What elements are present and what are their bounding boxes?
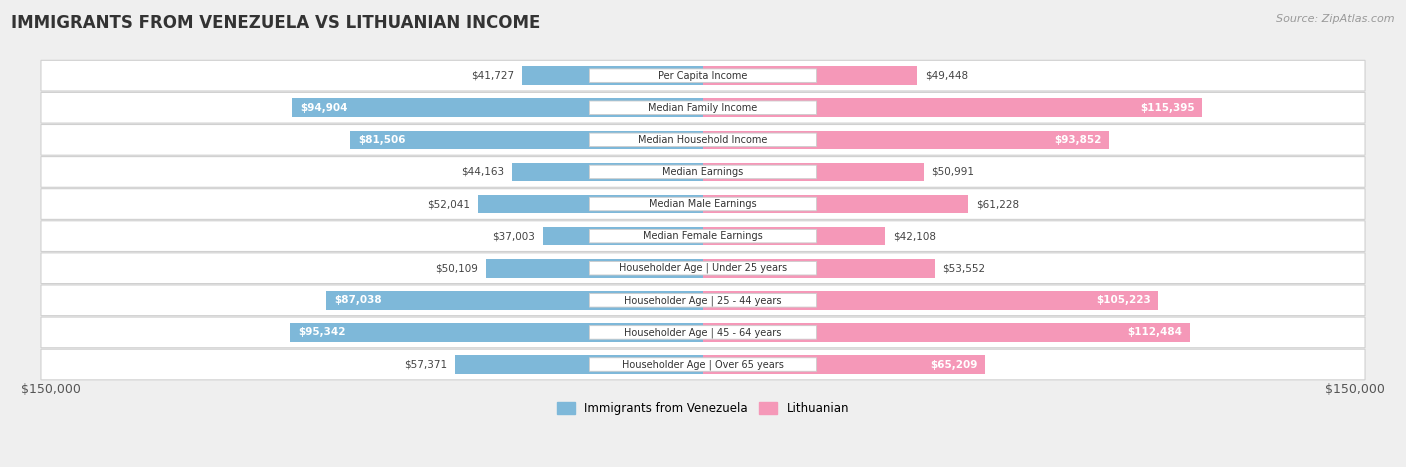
FancyBboxPatch shape [41, 285, 1365, 316]
FancyBboxPatch shape [589, 165, 817, 179]
FancyBboxPatch shape [41, 349, 1365, 380]
Text: Householder Age | 25 - 44 years: Householder Age | 25 - 44 years [624, 295, 782, 305]
FancyBboxPatch shape [41, 253, 1365, 283]
Bar [326, 291, 703, 310]
Text: $112,484: $112,484 [1128, 327, 1182, 338]
Bar [523, 66, 703, 85]
Text: Source: ZipAtlas.com: Source: ZipAtlas.com [1277, 14, 1395, 24]
Text: $49,448: $49,448 [925, 71, 967, 81]
Text: $44,163: $44,163 [461, 167, 505, 177]
Bar [291, 323, 703, 342]
Text: $87,038: $87,038 [335, 295, 382, 305]
Text: $81,506: $81,506 [359, 135, 405, 145]
Text: $50,109: $50,109 [436, 263, 478, 273]
FancyBboxPatch shape [41, 317, 1365, 348]
Text: $50,991: $50,991 [931, 167, 974, 177]
Text: Median Earnings: Median Earnings [662, 167, 744, 177]
Text: Per Capita Income: Per Capita Income [658, 71, 748, 81]
Text: $65,209: $65,209 [929, 360, 977, 369]
FancyBboxPatch shape [41, 60, 1365, 91]
Text: $41,727: $41,727 [471, 71, 515, 81]
Text: $115,395: $115,395 [1140, 103, 1195, 113]
Bar [478, 195, 703, 213]
Text: $42,108: $42,108 [893, 231, 936, 241]
FancyBboxPatch shape [589, 262, 817, 275]
Text: $93,852: $93,852 [1054, 135, 1101, 145]
Bar [454, 355, 703, 374]
Text: $61,228: $61,228 [976, 199, 1019, 209]
Bar [543, 227, 703, 246]
FancyBboxPatch shape [41, 92, 1365, 123]
Bar [703, 227, 886, 246]
Bar [486, 259, 703, 277]
FancyBboxPatch shape [589, 197, 817, 211]
Text: $95,342: $95,342 [298, 327, 346, 338]
FancyBboxPatch shape [41, 221, 1365, 251]
Text: Householder Age | Under 25 years: Householder Age | Under 25 years [619, 263, 787, 274]
FancyBboxPatch shape [589, 358, 817, 371]
Text: $105,223: $105,223 [1095, 295, 1150, 305]
FancyBboxPatch shape [41, 156, 1365, 187]
FancyBboxPatch shape [589, 325, 817, 339]
Text: $53,552: $53,552 [942, 263, 986, 273]
Text: $52,041: $52,041 [427, 199, 470, 209]
Text: Median Household Income: Median Household Income [638, 135, 768, 145]
Text: $37,003: $37,003 [492, 231, 536, 241]
Bar [703, 259, 935, 277]
Text: $150,000: $150,000 [21, 383, 82, 396]
Bar [703, 131, 1109, 149]
FancyBboxPatch shape [589, 133, 817, 147]
Text: $57,371: $57,371 [404, 360, 447, 369]
Text: Median Family Income: Median Family Income [648, 103, 758, 113]
Bar [292, 99, 703, 117]
Bar [703, 66, 917, 85]
FancyBboxPatch shape [589, 294, 817, 307]
Text: $150,000: $150,000 [1324, 383, 1385, 396]
FancyBboxPatch shape [41, 125, 1365, 155]
Text: IMMIGRANTS FROM VENEZUELA VS LITHUANIAN INCOME: IMMIGRANTS FROM VENEZUELA VS LITHUANIAN … [11, 14, 541, 32]
Text: Median Male Earnings: Median Male Earnings [650, 199, 756, 209]
Bar [703, 355, 986, 374]
Bar [703, 99, 1202, 117]
Text: $94,904: $94,904 [299, 103, 347, 113]
Bar [703, 323, 1189, 342]
Bar [703, 291, 1159, 310]
FancyBboxPatch shape [589, 69, 817, 82]
Text: Householder Age | Over 65 years: Householder Age | Over 65 years [621, 359, 785, 370]
Bar [703, 195, 967, 213]
FancyBboxPatch shape [589, 101, 817, 114]
Bar [512, 163, 703, 181]
FancyBboxPatch shape [41, 189, 1365, 219]
Legend: Immigrants from Venezuela, Lithuanian: Immigrants from Venezuela, Lithuanian [553, 397, 853, 420]
Bar [350, 131, 703, 149]
Bar [703, 163, 924, 181]
Text: Median Female Earnings: Median Female Earnings [643, 231, 763, 241]
FancyBboxPatch shape [589, 229, 817, 243]
Text: Householder Age | 45 - 64 years: Householder Age | 45 - 64 years [624, 327, 782, 338]
